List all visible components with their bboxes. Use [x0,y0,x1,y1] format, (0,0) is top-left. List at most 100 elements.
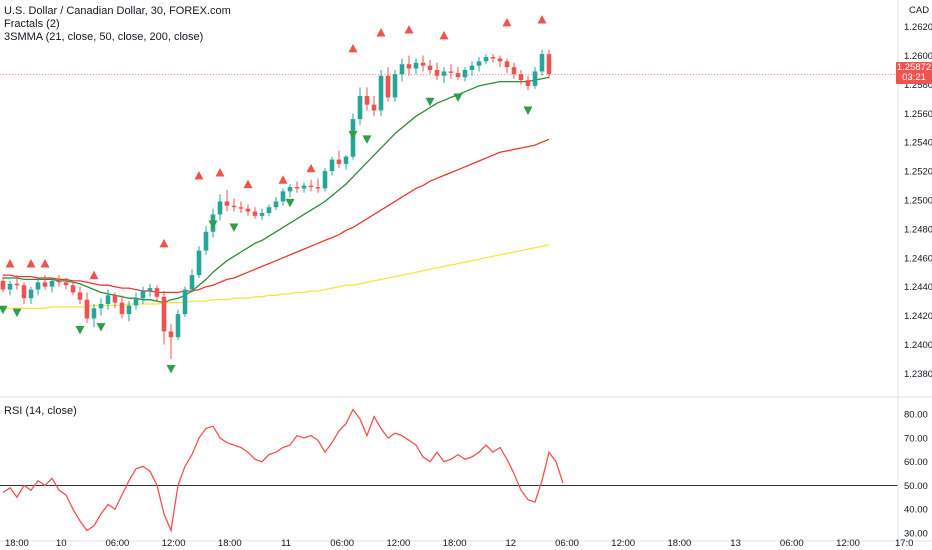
candle-body [259,213,265,216]
rsi-tick-label: 40.00 [904,505,928,516]
candle-body [518,74,524,81]
time-tick-label: 06:00 [330,538,354,549]
time-tick-label: 13 [730,538,741,549]
fractal-up-marker [502,17,512,27]
candle-body [455,72,461,78]
candle-body [119,302,125,315]
price-tick-label: 1.25600 [904,109,932,120]
fractal-down-marker [285,198,295,208]
candle-body [504,61,510,68]
candle-body [371,104,377,111]
candle-body [63,282,69,286]
candle-body [231,205,237,208]
candle-body [133,298,139,306]
candle-body [427,65,433,70]
candle-body [168,331,174,338]
candle-body [175,314,181,338]
rsi-pane[interactable] [0,408,898,533]
fractal-down-marker [12,308,22,318]
candle-body [539,54,545,72]
candle-body [308,185,314,187]
rsi-legend[interactable]: RSI (14, close) [4,405,77,417]
fractal-up-marker [215,168,225,177]
price-tick-label: 1.24000 [904,340,932,351]
rsi-tick-label: 50.00 [904,481,928,492]
fractal-down-marker [229,223,239,232]
candle-body [490,57,496,59]
fractal-up-marker [439,30,449,40]
fractal-up-marker [159,238,169,248]
candle-body [364,96,370,105]
candle-body [294,187,300,189]
candle-body [546,54,552,75]
candle-body [420,62,426,66]
ma-200-line [3,244,550,309]
candle-body [161,296,167,332]
candle-body [14,283,20,286]
fractal-down-marker [0,305,8,315]
time-tick-label: 10 [56,538,67,549]
candle-body [399,64,405,75]
price-tick-label: 1.26000 [904,51,932,62]
time-tick-label: 12:00 [611,538,635,549]
price-tick-label: 1.24800 [904,224,932,235]
fractals-legend[interactable]: Fractals (2) [4,18,60,30]
fractal-up-marker [306,163,316,173]
price-tick-label: 1.25800 [904,80,932,91]
fractal-down-marker [166,365,176,374]
candle-body [112,295,118,303]
fractal-up-marker [404,25,414,34]
time-tick-label: 06:00 [780,538,804,549]
candle-body [413,62,419,69]
candle-body [21,285,27,299]
candle-body [301,185,307,189]
fractal-up-marker [194,170,204,180]
candle-body [329,159,335,172]
rsi-line [2,408,564,533]
fractal-up-marker [5,259,15,268]
fractal-up-marker [243,179,253,189]
candle-body [462,70,468,78]
rsi-tick-label: 30.00 [904,528,928,539]
moving-averages-legend[interactable]: 3SMMA (21, close, 50, close, 200, close) [4,31,204,43]
rsi-tick-label: 80.00 [904,410,928,421]
candle-body [448,71,454,73]
candle-body [287,187,293,192]
price-tick-label: 1.25400 [904,138,932,149]
candle-body [42,282,48,287]
symbol-title[interactable]: U.S. Dollar / Canadian Dollar, 30, FOREX… [4,5,231,17]
time-tick-label: 18:00 [668,538,692,549]
candle-body [476,61,482,66]
ma-50-line [3,138,550,294]
candle-body [343,156,349,164]
candle-body [77,292,83,300]
candle-body [406,64,412,69]
candle-body [105,295,111,304]
candle-body [273,201,279,208]
candle-body [532,71,538,86]
candle-body [245,208,251,212]
candle-body [126,305,132,315]
fractal-down-marker [453,93,463,102]
bar-countdown: 03:21 [902,72,926,83]
time-tick-label: 12 [506,538,517,549]
candle-body [196,250,202,276]
time-tick-label: 12:00 [387,538,411,549]
fractal-up-marker [40,259,50,268]
last-price-badge[interactable]: 1.25872 03:21 [896,62,932,84]
candle-body [140,291,146,299]
time-tick-label: 17:0 [895,538,914,549]
price-tick-label: 1.24200 [904,311,932,322]
price-pane[interactable] [0,14,898,374]
fractal-up-marker [376,27,386,37]
candle-body [7,283,13,290]
currency-label: CAD [909,5,930,16]
last-price-value: 1.25872 [896,62,932,73]
candle-body [469,65,475,70]
price-tick-label: 1.24400 [904,282,932,293]
fractal-down-marker [362,135,372,144]
candle-body [154,288,160,297]
candle-body [56,280,62,283]
